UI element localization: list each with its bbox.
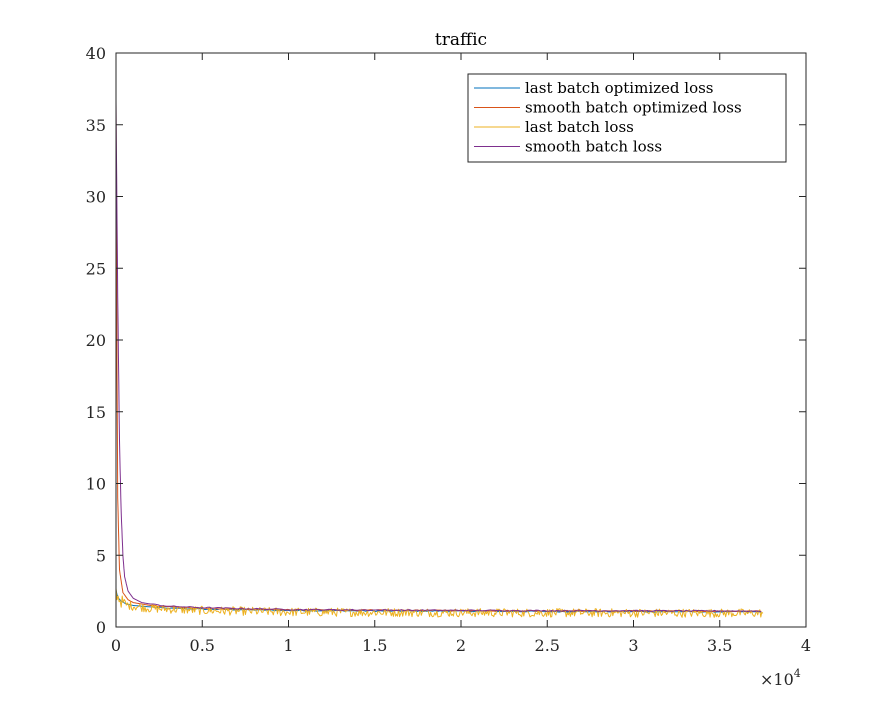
legend-label: smooth batch optimized loss [525, 99, 742, 117]
y-axis-ticks: 0 5 10 15 20 25 30 35 40 [86, 44, 806, 637]
y-tick-label: 20 [86, 331, 106, 350]
series-line-4 [115, 98, 762, 612]
x-axis-ticks: 0 0.5 1 1.5 2 2.5 3 3.5 4 [111, 53, 811, 655]
legend-label: smooth batch loss [525, 138, 662, 156]
x-axis-exponent: ×104 [760, 667, 801, 689]
legend-label: last batch loss [525, 118, 634, 136]
y-tick-label: 0 [96, 618, 106, 637]
x-tick-label: 3 [628, 636, 638, 655]
x-exponent-power: 4 [794, 667, 801, 680]
chart-title: traffic [435, 30, 487, 50]
y-tick-label: 35 [86, 116, 106, 135]
x-tick-label: 0.5 [190, 636, 215, 655]
x-tick-label: 1.5 [362, 636, 387, 655]
x-tick-label: 2.5 [535, 636, 560, 655]
series-layer [115, 98, 764, 618]
legend-box [467, 73, 787, 163]
x-tick-label: 2 [456, 636, 466, 655]
x-tick-label: 3.5 [707, 636, 732, 655]
legend: last batch optimized loss smooth batch op… [467, 73, 787, 163]
y-tick-label: 40 [86, 44, 106, 63]
x-exponent-base: ×10 [760, 670, 794, 689]
x-tick-label: 0 [111, 636, 121, 655]
series-line-3 [115, 587, 764, 618]
y-tick-label: 15 [86, 403, 106, 422]
y-tick-label: 5 [96, 546, 106, 565]
x-tick-label: 1 [283, 636, 293, 655]
y-tick-label: 10 [86, 475, 106, 494]
y-tick-label: 25 [86, 259, 106, 278]
legend-label: last batch optimized loss [525, 79, 714, 97]
y-tick-label: 30 [86, 188, 106, 207]
x-tick-label: 4 [801, 636, 811, 655]
